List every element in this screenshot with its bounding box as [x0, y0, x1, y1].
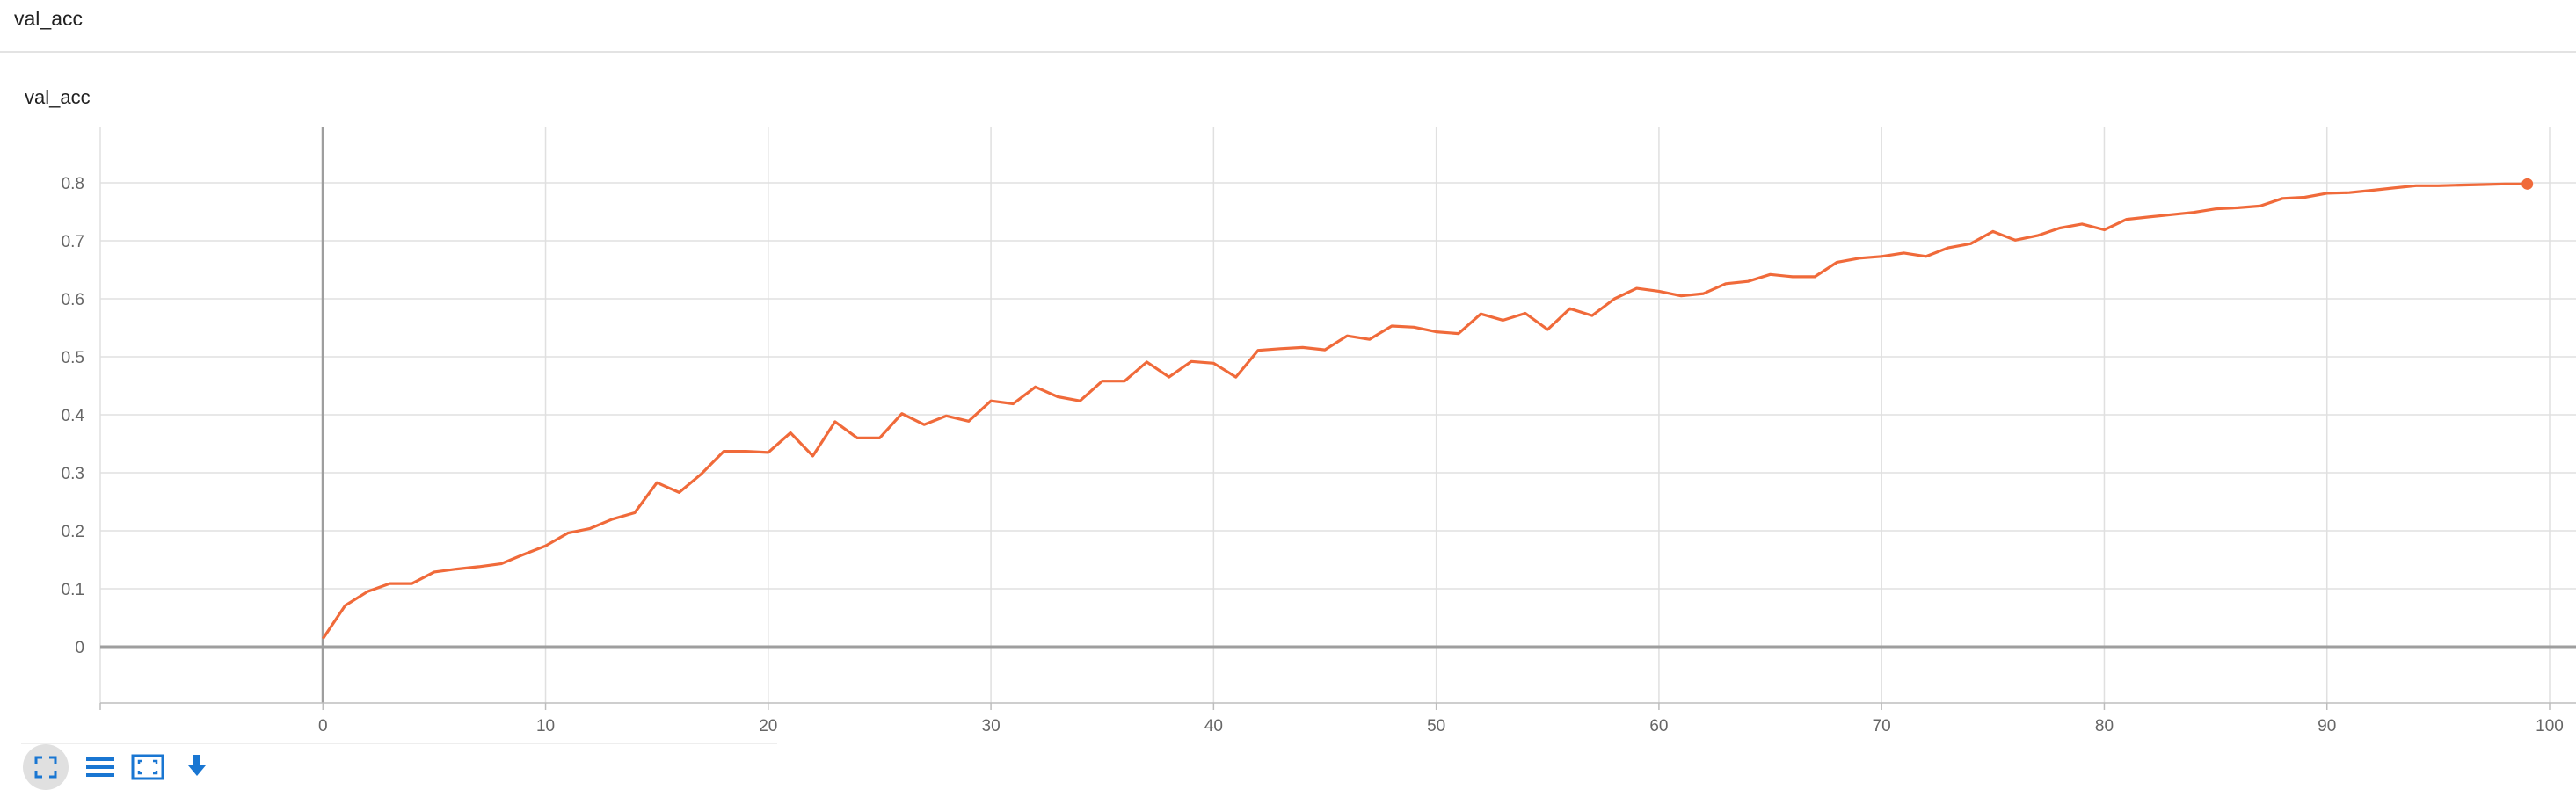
line-chart[interactable]: 0 10 20 30 40 50 60 70 80 90 100 0 0.1 0.2 0.3 0.4 0.5 0.…: [0, 123, 2576, 738]
x-tick-label: 10: [536, 717, 555, 736]
y-tick-label: 0.3: [62, 465, 84, 483]
fullscreen-icon: [34, 756, 57, 779]
x-tick-label: 100: [2536, 717, 2564, 736]
x-tick-label: 0: [318, 717, 328, 736]
x-tick-label: 70: [1873, 717, 1891, 736]
series-layer: [321, 178, 2534, 640]
list-icon: [86, 757, 114, 777]
last-data-point: [2521, 178, 2534, 190]
section-title: val_acc: [14, 7, 83, 30]
y-tick-label: 0.7: [62, 233, 84, 251]
y-tick-label: 0.4: [62, 407, 85, 425]
axis-layer: [99, 127, 2576, 710]
series-line: [321, 182, 2528, 640]
y-tick-label: 0.2: [62, 523, 84, 541]
chart-toolbar: [21, 743, 777, 790]
y-tick-label: 0.6: [62, 291, 84, 309]
fullscreen-button[interactable]: [23, 744, 69, 790]
x-tick-label: 50: [1427, 717, 1445, 736]
y-tick-label: 0.1: [62, 581, 84, 599]
x-tick-label: 90: [2318, 717, 2336, 736]
y-tick-label: 0: [75, 639, 84, 657]
chart-card-title: val_acc: [25, 86, 91, 108]
x-tick-label: 40: [1204, 717, 1223, 736]
section-header: val_acc: [0, 0, 2576, 53]
fit-domain-button[interactable]: [128, 750, 167, 785]
y-tick-label: 0.8: [62, 175, 84, 193]
download-icon: [188, 755, 206, 776]
fit-domain-icon: [131, 754, 164, 780]
x-tick-label: 80: [2095, 717, 2114, 736]
grid-layer: [99, 127, 2576, 703]
x-tick-label: 30: [982, 717, 1001, 736]
download-button[interactable]: [181, 750, 213, 785]
x-tick-label: 20: [759, 717, 777, 736]
y-tick-label: 0.5: [62, 349, 84, 367]
x-tick-label: 60: [1649, 717, 1668, 736]
list-button[interactable]: [83, 750, 118, 785]
tick-labels: 0 10 20 30 40 50 60 70 80 90 100 0 0.1 0.2 0.3 0.4 0.5 0.…: [62, 175, 2564, 736]
